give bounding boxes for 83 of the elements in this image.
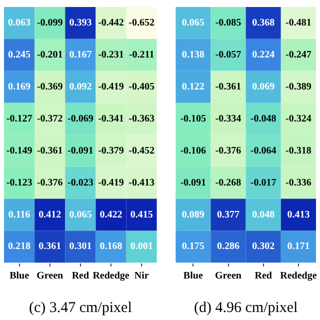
data-label: -0.324 <box>286 113 312 124</box>
data-label: -0.069 <box>68 113 94 124</box>
data-label: 0.001 <box>130 241 153 252</box>
data-label: -0.413 <box>128 177 155 188</box>
data-label: 0.412 <box>38 209 62 220</box>
data-label: 0.415 <box>130 209 153 220</box>
data-label: 0.286 <box>217 241 240 252</box>
data-label: -0.376 <box>215 145 242 156</box>
text: (d) 4.96 cm/pixel <box>194 300 298 316</box>
x-tick-label: Blue <box>10 270 30 282</box>
data-label: -0.481 <box>286 17 312 28</box>
data-label: -0.442 <box>98 17 124 28</box>
data-label: 0.065 <box>182 17 204 28</box>
data-label: 0.245 <box>8 49 31 60</box>
data-label: -0.405 <box>128 81 155 92</box>
data-label: -0.201 <box>36 49 63 60</box>
data-label: 0.048 <box>252 209 275 220</box>
data-label: -0.231 <box>98 49 124 60</box>
data-label: 0.138 <box>182 49 204 60</box>
data-label: 0.168 <box>100 241 122 252</box>
x-tick-label: Red <box>72 270 90 282</box>
x-tick-label: Blue <box>183 270 204 282</box>
data-label: -0.369 <box>36 81 63 92</box>
data-label: 0.175 <box>182 241 204 252</box>
data-label: -0.023 <box>68 177 94 188</box>
data-label: 0.302 <box>252 241 275 252</box>
data-label: -0.123 <box>6 177 32 188</box>
x-tick-label: Rededge <box>280 270 318 282</box>
data-label: -0.268 <box>215 177 242 188</box>
data-label: -0.091 <box>180 177 206 188</box>
data-label: 0.092 <box>69 81 92 92</box>
data-label: -0.149 <box>6 145 32 156</box>
x-tick-label: Red <box>254 270 272 282</box>
data-label: -0.211 <box>128 49 154 60</box>
data-label: -0.064 <box>250 145 276 156</box>
x-tick-label: Green <box>36 270 64 282</box>
data-label: -0.376 <box>36 177 63 188</box>
data-label: -0.127 <box>6 113 32 124</box>
x-tick-label: Rededge <box>92 270 130 282</box>
data-label: -0.048 <box>250 113 276 124</box>
data-label: -0.419 <box>98 177 124 188</box>
data-label: -0.247 <box>286 49 312 60</box>
data-label: 0.361 <box>38 241 62 252</box>
data-label: -0.318 <box>286 145 312 156</box>
data-label: 0.224 <box>252 49 275 60</box>
data-label: -0.105 <box>180 113 206 124</box>
data-label: 0.171 <box>287 241 310 252</box>
data-label: 0.063 <box>8 17 31 28</box>
data-label: -0.099 <box>36 17 63 28</box>
data-label: -0.372 <box>36 113 63 124</box>
data-label: 0.167 <box>69 49 92 60</box>
data-label: -0.361 <box>36 145 63 156</box>
data-label: 0.393 <box>69 17 92 28</box>
data-label: 0.377 <box>217 209 240 220</box>
data-label: 0.089 <box>182 209 204 220</box>
data-label: -0.057 <box>215 49 242 60</box>
data-label: 0.422 <box>100 209 122 220</box>
data-label: 0.065 <box>69 209 92 220</box>
data-label: -0.379 <box>98 145 124 156</box>
x-tick-label: Nir <box>134 270 150 282</box>
data-label: 0.069 <box>252 81 275 92</box>
data-label: -0.452 <box>128 145 155 156</box>
data-label: -0.341 <box>98 113 124 124</box>
data-label: -0.363 <box>128 113 155 124</box>
data-label: 0.218 <box>8 241 31 252</box>
data-label: -0.652 <box>128 17 155 28</box>
data-label: -0.106 <box>180 145 206 156</box>
x-tick-label: Green <box>215 270 242 282</box>
data-label: 0.413 <box>287 209 310 220</box>
data-label: 0.169 <box>8 81 31 92</box>
data-label: -0.336 <box>286 177 312 188</box>
data-label: 0.122 <box>182 81 204 92</box>
data-label: -0.085 <box>215 17 242 28</box>
data-label: -0.017 <box>250 177 276 188</box>
data-label: -0.389 <box>286 81 312 92</box>
data-label: -0.091 <box>68 145 94 156</box>
data-label: 0.116 <box>8 209 30 220</box>
data-label: -0.334 <box>215 113 242 124</box>
data-label: 0.301 <box>69 241 92 252</box>
data-label: -0.361 <box>215 81 242 92</box>
text: (c) 3.47 cm/pixel <box>29 300 132 316</box>
data-label: 0.368 <box>252 17 275 28</box>
data-label: -0.419 <box>98 81 124 92</box>
